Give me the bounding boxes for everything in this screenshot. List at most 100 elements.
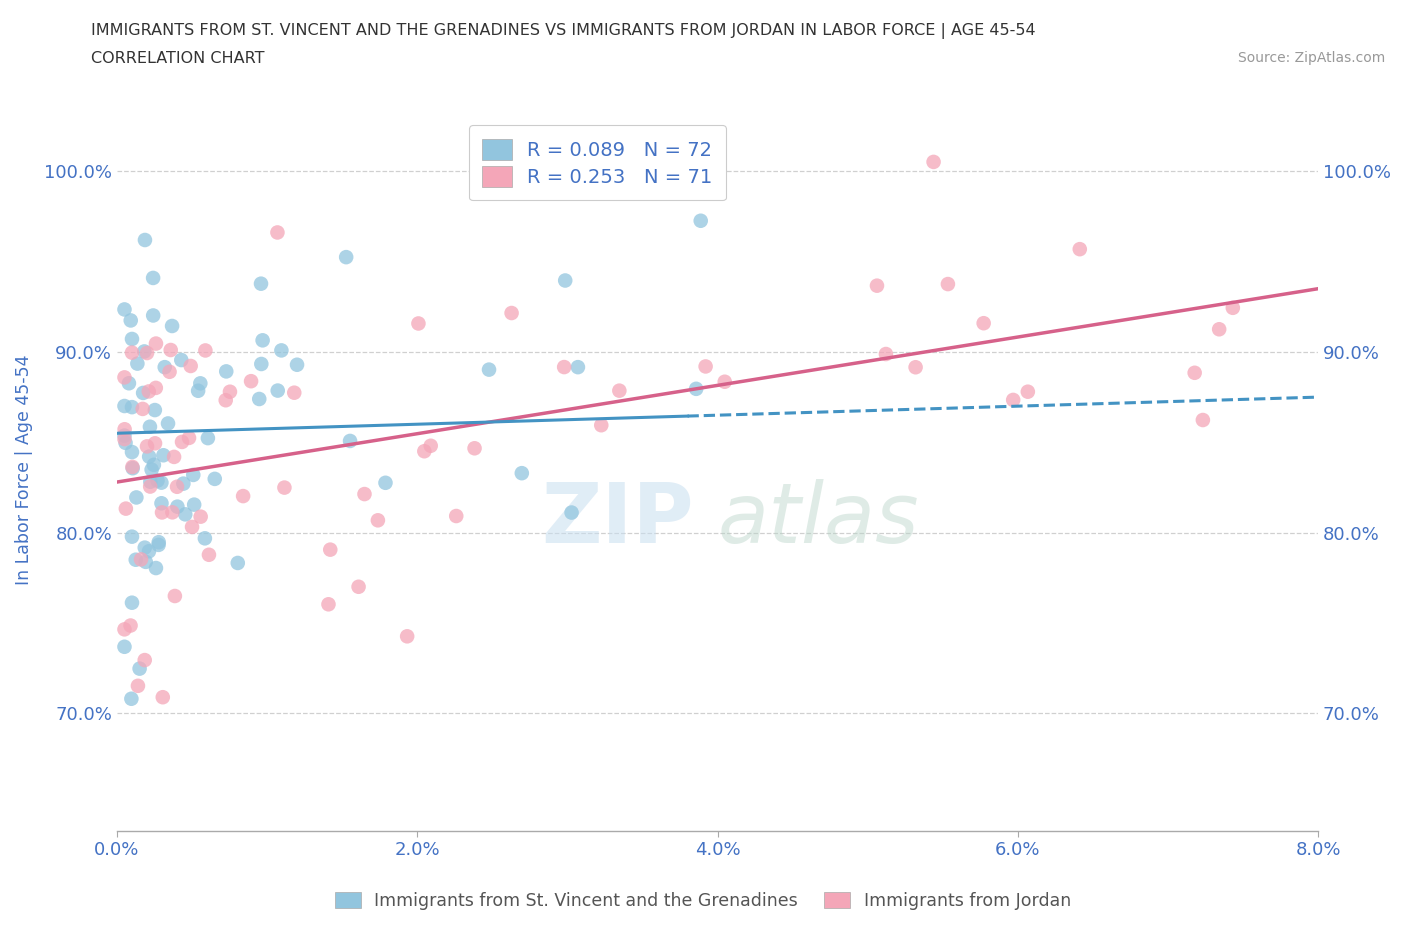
Point bbox=[419, 438, 441, 453]
Text: Source: ZipAtlas.com: Source: ZipAtlas.com bbox=[1237, 51, 1385, 65]
Point bbox=[181, 468, 204, 483]
Text: atlas: atlas bbox=[717, 480, 920, 561]
Point bbox=[936, 276, 959, 291]
Point bbox=[142, 458, 165, 472]
Point bbox=[143, 436, 166, 451]
Point bbox=[138, 544, 160, 559]
Legend: Immigrants from St. Vincent and the Grenadines, Immigrants from Jordan: Immigrants from St. Vincent and the Gren… bbox=[328, 884, 1078, 917]
Point bbox=[127, 678, 149, 693]
Point bbox=[510, 466, 533, 481]
Point bbox=[194, 531, 217, 546]
Point bbox=[138, 449, 160, 464]
Point bbox=[464, 441, 486, 456]
Point bbox=[153, 360, 176, 375]
Point bbox=[283, 385, 305, 400]
Point bbox=[139, 474, 162, 489]
Point bbox=[250, 276, 273, 291]
Point bbox=[152, 690, 174, 705]
Point bbox=[114, 399, 136, 414]
Point bbox=[285, 357, 308, 372]
Point bbox=[180, 359, 202, 374]
Point bbox=[1017, 384, 1039, 399]
Point bbox=[353, 486, 375, 501]
Point bbox=[335, 249, 357, 264]
Point bbox=[194, 343, 217, 358]
Point bbox=[114, 432, 136, 446]
Point bbox=[232, 488, 254, 503]
Point bbox=[247, 392, 270, 406]
Point bbox=[347, 579, 370, 594]
Point bbox=[114, 622, 136, 637]
Point bbox=[188, 376, 211, 391]
Point bbox=[1069, 242, 1091, 257]
Point bbox=[121, 400, 143, 415]
Point bbox=[121, 459, 143, 474]
Point bbox=[252, 333, 274, 348]
Point bbox=[166, 499, 188, 514]
Point bbox=[396, 629, 419, 644]
Point bbox=[609, 383, 631, 398]
Point bbox=[146, 473, 169, 488]
Point bbox=[120, 618, 142, 633]
Point bbox=[120, 313, 142, 328]
Point bbox=[134, 232, 156, 247]
Point bbox=[240, 374, 263, 389]
Point bbox=[145, 561, 167, 576]
Point bbox=[125, 490, 148, 505]
Point bbox=[163, 449, 186, 464]
Point bbox=[114, 639, 136, 654]
Point bbox=[190, 510, 212, 525]
Point bbox=[689, 213, 711, 228]
Point bbox=[132, 386, 155, 401]
Point bbox=[121, 529, 143, 544]
Point bbox=[174, 507, 197, 522]
Point bbox=[121, 595, 143, 610]
Point bbox=[339, 433, 361, 448]
Point bbox=[226, 555, 249, 570]
Point bbox=[135, 554, 157, 569]
Point bbox=[139, 479, 162, 494]
Point bbox=[250, 356, 273, 371]
Point bbox=[866, 278, 889, 293]
Point bbox=[145, 336, 167, 351]
Point bbox=[501, 306, 523, 321]
Point bbox=[121, 331, 143, 346]
Point bbox=[139, 419, 162, 434]
Point bbox=[204, 472, 226, 486]
Point bbox=[129, 551, 152, 566]
Point bbox=[177, 431, 200, 445]
Point bbox=[170, 352, 193, 367]
Point bbox=[114, 370, 136, 385]
Point bbox=[561, 505, 583, 520]
Point bbox=[181, 520, 204, 535]
Point bbox=[162, 505, 184, 520]
Point bbox=[875, 347, 897, 362]
Point bbox=[138, 384, 160, 399]
Point bbox=[197, 431, 219, 445]
Point bbox=[166, 479, 188, 494]
Point bbox=[134, 653, 156, 668]
Point bbox=[1222, 300, 1244, 315]
Point bbox=[150, 496, 173, 511]
Point bbox=[198, 548, 221, 563]
Text: ZIP: ZIP bbox=[541, 480, 693, 561]
Point bbox=[121, 460, 143, 475]
Point bbox=[904, 360, 927, 375]
Point bbox=[127, 356, 149, 371]
Point bbox=[141, 462, 163, 477]
Point bbox=[160, 319, 183, 334]
Point bbox=[318, 597, 340, 612]
Point bbox=[159, 342, 181, 357]
Point bbox=[215, 364, 238, 379]
Point bbox=[553, 360, 575, 375]
Point bbox=[695, 359, 717, 374]
Point bbox=[152, 448, 174, 463]
Point bbox=[273, 480, 295, 495]
Point bbox=[159, 365, 181, 379]
Point bbox=[215, 392, 238, 407]
Point bbox=[922, 154, 945, 169]
Point bbox=[270, 343, 292, 358]
Point bbox=[120, 691, 142, 706]
Point bbox=[567, 360, 589, 375]
Point bbox=[134, 540, 156, 555]
